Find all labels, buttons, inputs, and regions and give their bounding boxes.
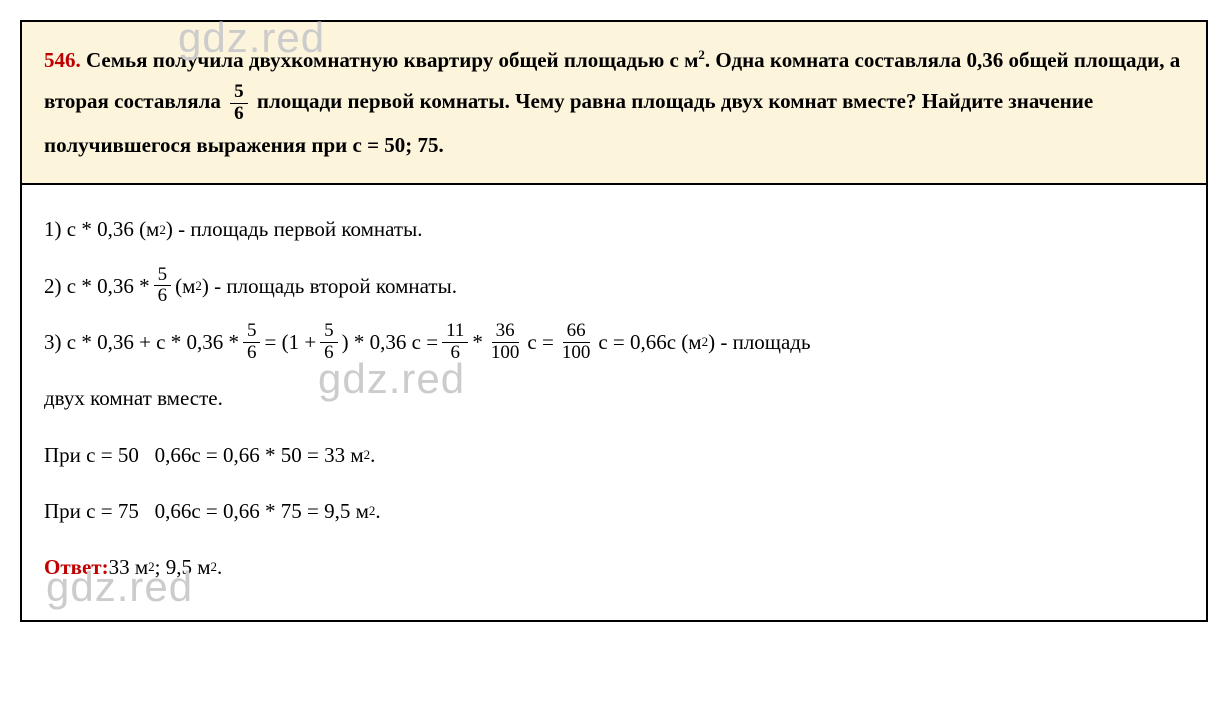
fraction-denominator: 100 — [487, 343, 524, 364]
answer-text-b: ; 9,5 м — [155, 543, 211, 591]
line1-text-b: ) - площадь первой комнаты. — [166, 205, 423, 253]
line3-fraction-1: 56 — [243, 321, 261, 364]
line3-text-f: с = 0,66с (м — [598, 318, 701, 366]
line2-fraction: 56 — [154, 265, 172, 308]
fraction-numerator: 5 — [154, 265, 172, 287]
solution-line-1: 1) с * 0,36 (м2) - площадь первой комнат… — [44, 205, 1184, 253]
line3-continuation: двух комнат вместе. — [44, 374, 223, 422]
line3-text-b: = (1 + — [264, 318, 316, 366]
problem-statement: 546. Семья получила двухкомнатную кварти… — [22, 22, 1206, 185]
answer-text-a: 33 м — [109, 543, 149, 591]
problem-text-1: Семья получила двухкомнатную квартиру об… — [81, 48, 699, 72]
line3-fraction-2: 56 — [320, 321, 338, 364]
solution-line-5: При с = 75 0,66с = 0,66 * 75 = 9,5 м2. — [44, 487, 1184, 535]
fraction-denominator: 6 — [154, 286, 172, 307]
fraction-numerator: 5 — [230, 82, 248, 104]
solution-line-3: 3) с * 0,36 + с * 0,36 * 56= (1 + 56) * … — [44, 318, 1184, 366]
problem-number: 546. — [44, 48, 81, 72]
solution-body: 1) с * 0,36 (м2) - площадь первой комнат… — [22, 185, 1206, 619]
fraction-numerator: 11 — [442, 321, 468, 343]
line2-text-c: ) - площадь второй комнаты. — [202, 262, 457, 310]
fraction-denominator: 6 — [243, 343, 261, 364]
line4-text-b: . — [370, 431, 375, 479]
line3-text-d: * — [472, 318, 483, 366]
line3-text-g: ) - площадь — [708, 318, 810, 366]
answer-line: Ответ: 33 м2; 9,5 м2. — [44, 543, 1184, 591]
line3-fraction-3: 116 — [442, 321, 468, 364]
line1-text-a: 1) с * 0,36 (м — [44, 205, 159, 253]
line3-text-a: 3) с * 0,36 + с * 0,36 * — [44, 318, 239, 366]
exercise-container: 546. Семья получила двухкомнатную кварти… — [20, 20, 1208, 622]
fraction-denominator: 100 — [558, 343, 595, 364]
line5-text-b: . — [375, 487, 380, 535]
line2-text-a: 2) с * 0,36 * — [44, 262, 150, 310]
answer-label: Ответ: — [44, 543, 109, 591]
line3-text-e: с = — [527, 318, 553, 366]
solution-line-2: 2) с * 0,36 * 56(м2) - площадь второй ко… — [44, 262, 1184, 310]
line3-fraction-5: 66100 — [558, 321, 595, 364]
fraction-numerator: 5 — [243, 321, 261, 343]
line3-text-c: ) * 0,36 с = — [342, 318, 438, 366]
fraction-denominator: 6 — [446, 343, 464, 364]
line2-text-b: (м — [175, 262, 195, 310]
line5-text-a: При с = 75 0,66с = 0,66 * 75 = 9,5 м — [44, 487, 369, 535]
answer-text-c: . — [217, 543, 222, 591]
fraction-denominator: 6 — [230, 104, 248, 125]
fraction-numerator: 66 — [563, 321, 590, 343]
fraction-numerator: 5 — [320, 321, 338, 343]
fraction-numerator: 36 — [492, 321, 519, 343]
fraction-denominator: 6 — [320, 343, 338, 364]
solution-line-3-cont: двух комнат вместе. — [44, 374, 1184, 422]
line4-text-a: При с = 50 0,66с = 0,66 * 50 = 33 м — [44, 431, 364, 479]
line3-fraction-4: 36100 — [487, 321, 524, 364]
problem-fraction-1: 56 — [230, 82, 248, 125]
solution-line-4: При с = 50 0,66с = 0,66 * 50 = 33 м2. — [44, 431, 1184, 479]
